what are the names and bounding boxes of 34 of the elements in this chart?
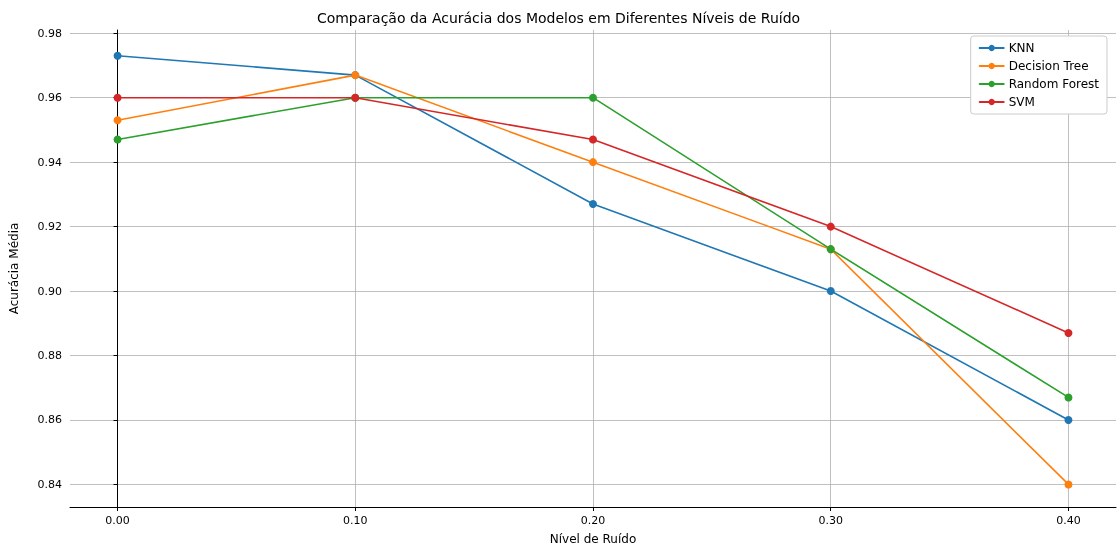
point bbox=[113, 135, 122, 144]
chart-title: Comparação da Acurácia dos Modelos em Diferentes Níveis de Ruído bbox=[316, 10, 801, 26]
x-tick-label: 0.40 bbox=[1056, 514, 1081, 527]
legend-label: Random Forest bbox=[1008, 77, 1100, 91]
point bbox=[1064, 328, 1073, 337]
point bbox=[1064, 415, 1073, 424]
point bbox=[589, 158, 597, 167]
point bbox=[589, 135, 597, 144]
legend-label: KNN bbox=[1008, 41, 1035, 55]
point bbox=[826, 222, 835, 231]
x-tick-label: 0.30 bbox=[818, 514, 843, 527]
y-tick-label: 0.90 bbox=[37, 284, 62, 298]
y-tick-label: 0.94 bbox=[37, 155, 62, 169]
point bbox=[589, 93, 597, 102]
y-tick-label: 0.96 bbox=[37, 91, 62, 105]
x-tick-label: 0.20 bbox=[580, 514, 606, 527]
y-tick-label: 0.86 bbox=[37, 413, 62, 427]
point bbox=[113, 116, 122, 125]
x-axis-title: Nível de Ruído bbox=[549, 532, 637, 546]
legend-label: Decision Tree bbox=[1008, 59, 1089, 73]
point bbox=[589, 200, 597, 209]
y-tick-label: 0.92 bbox=[37, 220, 62, 234]
y-axis-title: Acurácia Média bbox=[7, 222, 21, 315]
point bbox=[113, 51, 122, 60]
y-tick-label: 0.98 bbox=[37, 26, 62, 40]
y-tick-label: 0.88 bbox=[37, 349, 62, 363]
y-tick-label: 0.84 bbox=[37, 477, 62, 491]
point bbox=[826, 287, 835, 296]
legend-label: SVM bbox=[1008, 95, 1035, 109]
point bbox=[1064, 480, 1073, 489]
point bbox=[113, 93, 122, 102]
x-tick-label: 0.10 bbox=[343, 514, 368, 527]
point bbox=[1064, 393, 1073, 402]
x-tick-label: 0.00 bbox=[105, 514, 130, 527]
